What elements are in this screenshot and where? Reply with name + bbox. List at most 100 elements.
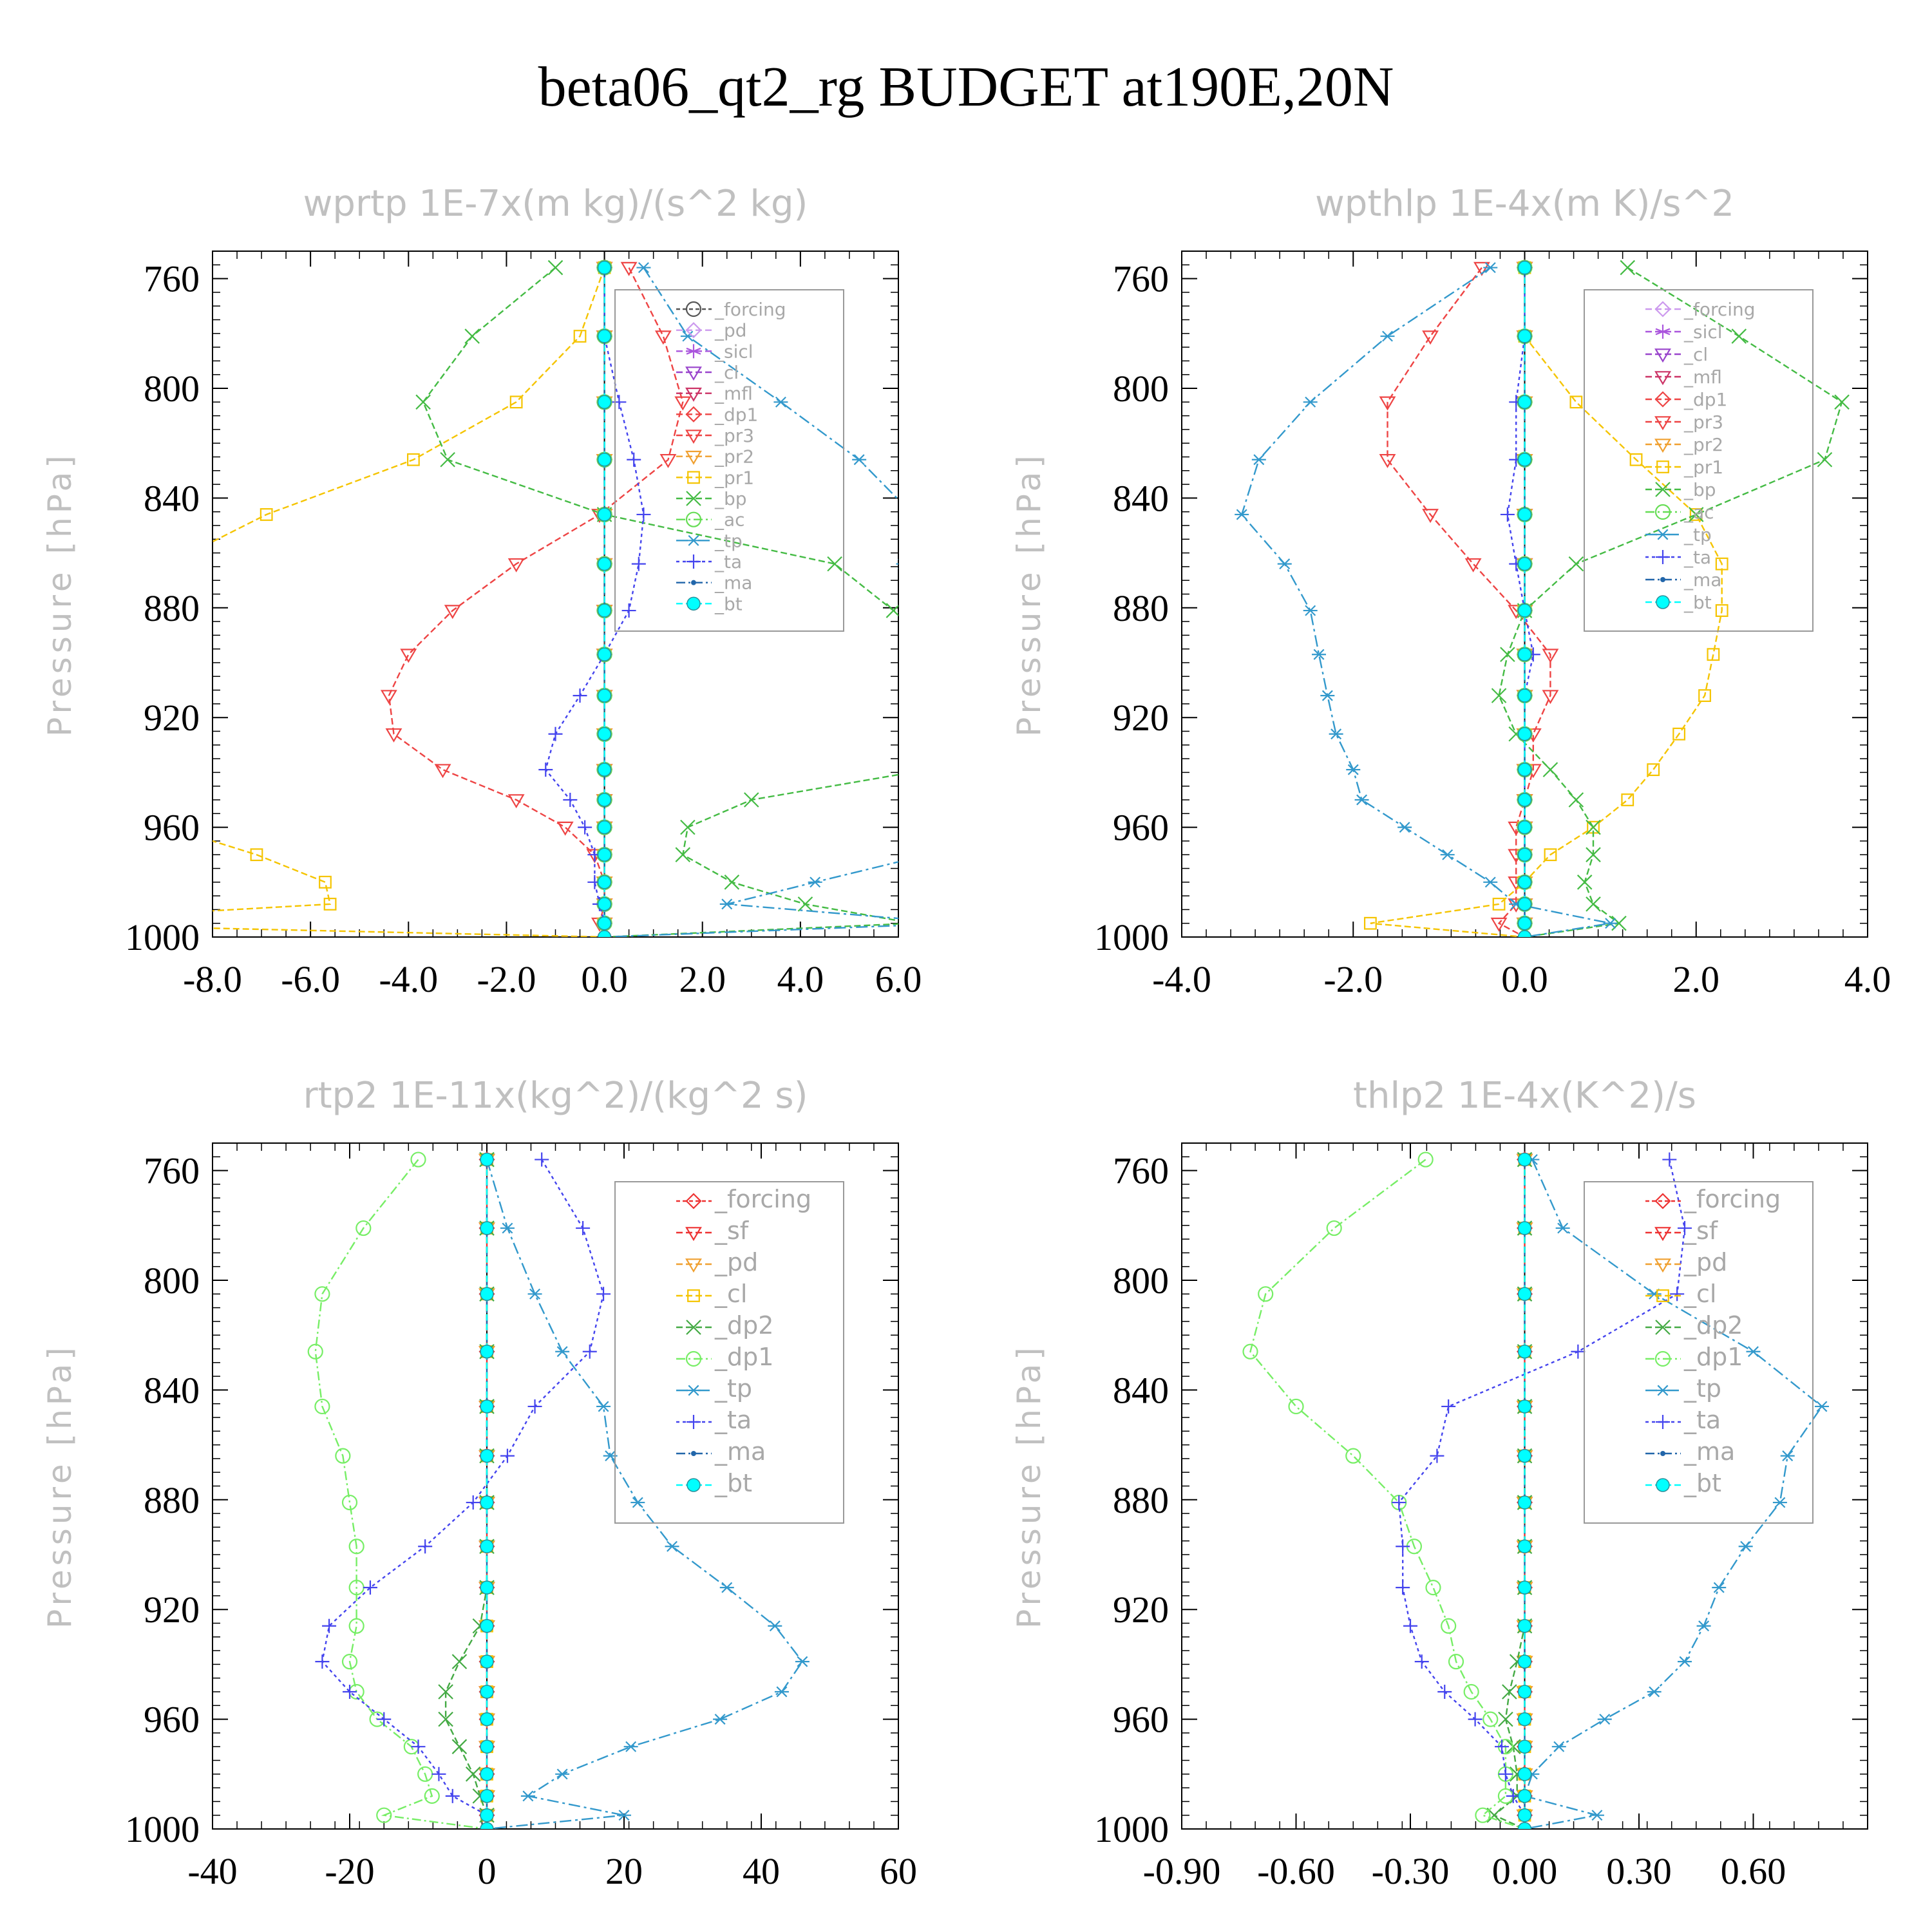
point-bt (597, 507, 612, 522)
y-tick-label: 800 (144, 1260, 200, 1302)
point-dp2 (451, 1654, 468, 1669)
legend-marker (685, 430, 702, 444)
point-ta (1403, 1618, 1417, 1633)
point-ta (527, 1399, 542, 1414)
point-bp (921, 762, 935, 777)
point-tp (1483, 876, 1498, 888)
legend-marker (1654, 439, 1671, 453)
series-layer (1235, 260, 1850, 937)
point-bt (1517, 1712, 1532, 1727)
point-bt (597, 848, 612, 862)
series-line-dp1 (314, 1159, 488, 1829)
point-bp (724, 875, 740, 890)
point-tp (1009, 822, 1023, 832)
point-dp1 (1463, 1683, 1479, 1700)
plot-frame (212, 251, 899, 938)
point-pr1 (260, 508, 273, 521)
point-ta (1396, 1580, 1410, 1595)
legend-marker (686, 344, 701, 359)
point-tp (1303, 605, 1318, 616)
legend-label: _bp (1683, 479, 1716, 500)
point-pr1 (1363, 916, 1377, 930)
x-tick-label: -0.90 (1143, 1850, 1221, 1892)
point-ta (1498, 1766, 1513, 1781)
point-bt (1517, 762, 1532, 777)
point-bp (464, 328, 480, 344)
point-bt (1517, 1539, 1532, 1553)
legend-marker (1654, 301, 1671, 317)
point-bp (415, 394, 431, 410)
point-tp (1320, 690, 1335, 701)
legend-marker (1656, 1478, 1670, 1492)
y-tick-label: 960 (144, 807, 200, 849)
point-ta (548, 726, 563, 741)
legend-box (1584, 289, 1814, 632)
point-bt (597, 897, 612, 911)
point-tp (1068, 764, 1082, 774)
point-pr3 (654, 330, 672, 345)
legend-marker (1654, 416, 1671, 431)
point-pr1 (1544, 848, 1557, 862)
x-tick-label: -0.30 (1372, 1850, 1450, 1892)
point-bt (1517, 1685, 1532, 1699)
point-dp2 (438, 1684, 453, 1700)
legend-label: _cl (1683, 344, 1708, 365)
x-tick-label: 0.30 (1606, 1850, 1672, 1892)
point-bt (597, 875, 612, 889)
point-pr1 (406, 453, 420, 466)
y-tick-label: 1000 (125, 1808, 200, 1850)
point-tp (617, 1810, 631, 1821)
point-tp (1397, 822, 1412, 833)
y-tick-label: 920 (1113, 1589, 1169, 1631)
x-tick-label: 0.00 (1492, 1850, 1558, 1892)
legend: _forcing_pd_sicl_cl_mfl_dp1_pr3_pr2_pr1_… (614, 289, 844, 632)
point-bt (1517, 1345, 1532, 1359)
legend-marker (1656, 595, 1670, 609)
legend-label: _pd (714, 1248, 758, 1276)
point-bt (1517, 260, 1532, 275)
point-bp (886, 603, 898, 618)
point-ta (573, 688, 587, 703)
legend-label: _ma (714, 1437, 766, 1466)
point-bt (480, 1495, 494, 1510)
legend-label: _pd (1683, 1248, 1727, 1276)
legend-marker (685, 1193, 702, 1209)
point-pr3 (674, 396, 692, 411)
plot-frame (212, 1142, 899, 1830)
point-dp1 (355, 1220, 372, 1236)
point-bt (1517, 1654, 1532, 1669)
point-bt (597, 793, 612, 807)
legend-label: _tp (714, 530, 743, 551)
legend-marker (1656, 1415, 1670, 1429)
point-bt (480, 1580, 494, 1595)
legend-label: _forcing (714, 1185, 811, 1213)
point-tp (1647, 1686, 1662, 1698)
point-ta (612, 395, 627, 410)
point-pr3 (659, 453, 677, 468)
legend-label: _tp (1683, 1374, 1721, 1403)
point-bt (1517, 1808, 1532, 1823)
point-tp (1346, 764, 1361, 775)
y-tick-label: 920 (144, 1589, 200, 1631)
panel-1: wprtp 1E-7x(m kg)/(s^2 kg) Pressure [hPa]… (41, 183, 1082, 1000)
series-line-pr1 (213, 267, 605, 937)
point-pr3 (385, 728, 402, 743)
legend-label: _tp (714, 1374, 752, 1403)
legend-label: _pr1 (1683, 457, 1723, 478)
point-tp (906, 605, 920, 615)
panel-title: wprtp 1E-7x(m kg)/(s^2 kg) (303, 183, 808, 225)
legend-label: _dp1 (1683, 1343, 1743, 1371)
legend-marker (1656, 550, 1670, 564)
point-ta (1495, 1739, 1509, 1754)
point-tp (719, 898, 734, 910)
legend-marker (1660, 1451, 1665, 1456)
point-bp (1586, 819, 1601, 835)
point-dp1 (341, 1654, 358, 1670)
y-tick-label: 880 (1113, 1479, 1169, 1521)
point-bt (1517, 1221, 1532, 1235)
point-ta (1571, 1344, 1586, 1359)
panel-4: thlp2 1E-4x(K^2)/s Pressure [hPa] -0.90 -0.… (1010, 1075, 1868, 1892)
point-dp1 (1448, 1654, 1464, 1670)
point-bp (440, 451, 455, 468)
y-tick-label: 840 (144, 477, 200, 519)
